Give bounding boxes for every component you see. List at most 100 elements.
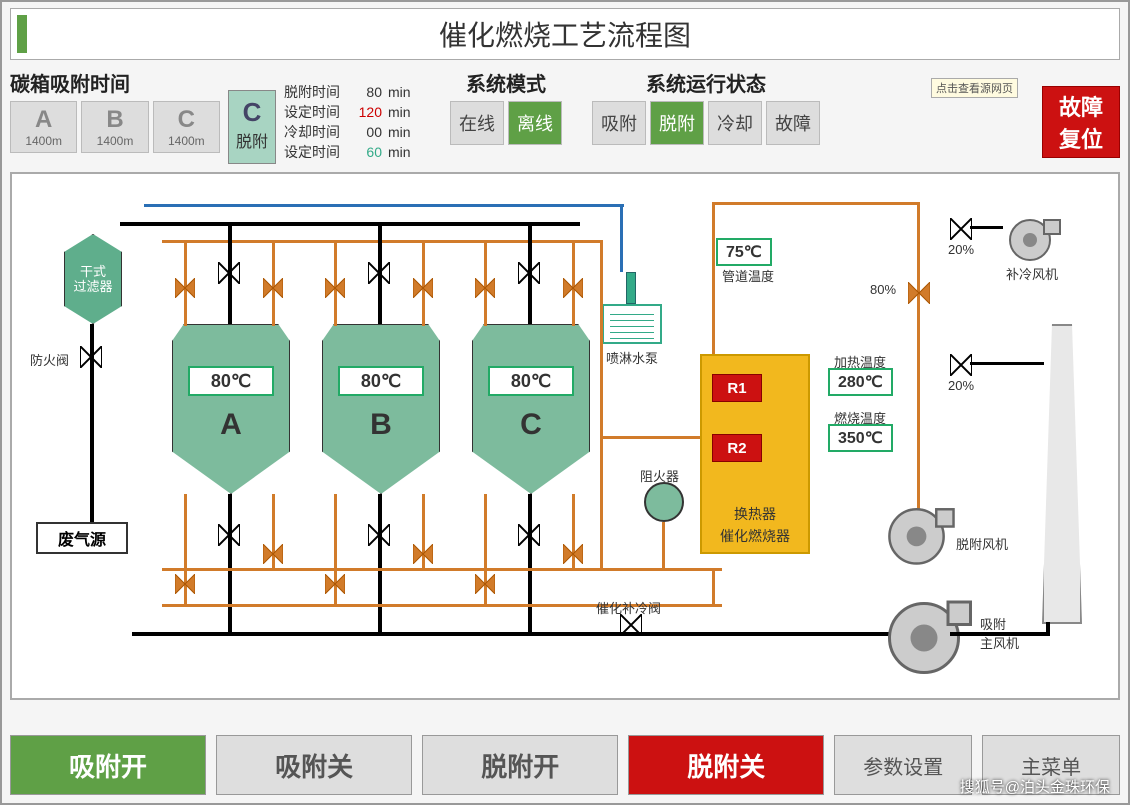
- time-label: 设定时间: [284, 102, 348, 122]
- time-table: 脱附时间 80 min 设定时间 120 min 冷却时间 00 min 设定时…: [284, 82, 416, 164]
- pct-mid: 80%: [870, 282, 896, 297]
- valve-icon: [563, 278, 583, 298]
- tank-C: 80℃ C: [472, 324, 590, 494]
- heat-exchanger-label: 换热器: [702, 504, 808, 524]
- catalytic-burner-label: 催化燃烧器: [702, 526, 808, 546]
- valve-icon: [218, 262, 240, 284]
- title-bar: 催化燃烧工艺流程图: [10, 8, 1120, 60]
- valve-icon: [475, 574, 495, 594]
- time-row: 冷却时间 00 min: [284, 122, 416, 142]
- pipe-blue: [620, 204, 623, 272]
- cat-cool-valve-label: 催化补冷阀: [596, 598, 661, 617]
- time-row: 设定时间 120 min: [284, 102, 416, 122]
- chimney-icon: [1042, 324, 1082, 624]
- bottom-button[interactable]: 参数设置: [834, 735, 972, 795]
- valve-icon: [263, 278, 283, 298]
- desorb-fan-label: 脱附风机: [956, 534, 1008, 553]
- valve-icon: [908, 282, 930, 304]
- run-option-2[interactable]: 冷却: [708, 101, 762, 145]
- bottom-button[interactable]: 吸附关: [216, 735, 412, 795]
- page-title: 催化燃烧工艺流程图: [439, 14, 691, 54]
- carbon-box-value: 1400m: [82, 134, 147, 148]
- bottom-button[interactable]: 脱附关: [628, 735, 824, 795]
- spray-pump-label: 喷淋水泵: [606, 348, 658, 367]
- pipe-orange: [712, 568, 715, 604]
- bottom-button-row: 吸附开吸附关脱附开脱附关参数设置主菜单: [10, 735, 1120, 795]
- cool-fan-icon: [1002, 204, 1062, 264]
- mode-option-0[interactable]: 在线: [450, 101, 504, 145]
- pipe: [132, 632, 952, 636]
- run-option-0[interactable]: 吸附: [592, 101, 646, 145]
- carbon-time-panel: 碳箱吸附时间 A 1400m B 1400m C 1400m: [10, 68, 220, 164]
- mode-heading: 系统模式: [450, 68, 562, 97]
- main-fan-icon: [882, 584, 972, 674]
- tooltip-source[interactable]: 点击查看源网页: [931, 78, 1018, 98]
- bottom-button[interactable]: 脱附开: [422, 735, 618, 795]
- spray-rod-icon: [626, 272, 636, 304]
- r1-indicator: R1: [712, 374, 762, 402]
- fault-reset-button[interactable]: 故障 复位: [1042, 86, 1120, 158]
- current-box-letter: C: [229, 97, 275, 128]
- tank-id: B: [322, 408, 440, 442]
- title-accent: [17, 15, 27, 53]
- tank-temp: 80℃: [338, 366, 424, 396]
- valve-icon: [413, 544, 433, 564]
- pipe-orange: [712, 202, 920, 205]
- dry-filter: 干式 过滤器: [64, 234, 122, 324]
- flame-arrester-icon: [644, 482, 684, 522]
- burn-temp-value: 350℃: [828, 424, 893, 452]
- pipe: [1046, 622, 1050, 636]
- tank-id: A: [172, 408, 290, 442]
- run-option-3[interactable]: 故障: [766, 101, 820, 145]
- pipe: [90, 392, 94, 522]
- time-row: 设定时间 60 min: [284, 142, 416, 162]
- valve-icon: [518, 262, 540, 284]
- mode-option-1[interactable]: 离线: [508, 101, 562, 145]
- pipe-orange: [917, 202, 920, 518]
- waste-gas-source: 废气源: [36, 522, 128, 554]
- valve-icon: [475, 278, 495, 298]
- valve-icon: [325, 574, 345, 594]
- time-label: 冷却时间: [284, 122, 348, 142]
- r2-indicator: R2: [712, 434, 762, 462]
- pipe: [528, 494, 532, 634]
- valve-icon: [413, 278, 433, 298]
- catalytic-burner: R1 R2 换热器 催化燃烧器: [700, 354, 810, 554]
- valve-icon: [175, 278, 195, 298]
- valve-icon: [263, 544, 283, 564]
- valve-icon: [218, 524, 240, 546]
- time-unit: min: [388, 82, 416, 102]
- tank-B: 80℃ B: [322, 324, 440, 494]
- valve-icon: [175, 574, 195, 594]
- pct-top: 20%: [948, 242, 974, 257]
- time-row: 脱附时间 80 min: [284, 82, 416, 102]
- pipe-orange: [162, 568, 722, 571]
- tank-temp: 80℃: [488, 366, 574, 396]
- carbon-box-letter: A: [11, 106, 76, 134]
- process-diagram: 干式 过滤器 防火阀 废气源 80℃ A 80℃ B: [10, 172, 1120, 700]
- pipe: [228, 494, 232, 634]
- valve-icon: [563, 544, 583, 564]
- pipe: [970, 362, 1044, 365]
- tank-A: 80℃ A: [172, 324, 290, 494]
- cool-fan-label: 补冷风机: [1006, 264, 1058, 283]
- fault-reset-label: 故障 复位: [1059, 90, 1103, 154]
- valve-icon: [368, 524, 390, 546]
- valve-icon: [950, 218, 972, 240]
- flame-arrester-label: 阻火器: [640, 466, 679, 485]
- pipe-orange: [600, 240, 603, 568]
- carbon-box-C: C 1400m: [153, 101, 220, 153]
- dry-filter-label: 干式 过滤器: [73, 264, 112, 294]
- cat-cool-valve-icon: [620, 614, 642, 636]
- valve-icon: [368, 262, 390, 284]
- tank-temp: 80℃: [188, 366, 274, 396]
- current-box-status: C 脱附: [228, 90, 276, 164]
- run-option-1[interactable]: 脱附: [650, 101, 704, 145]
- time-value: 60: [354, 142, 382, 162]
- bottom-button[interactable]: 吸附开: [10, 735, 206, 795]
- heat-temp-value: 280℃: [828, 368, 893, 396]
- valve-icon: [518, 524, 540, 546]
- carbon-box-value: 1400m: [154, 134, 219, 148]
- system-mode-panel: 系统模式 在线离线: [450, 68, 562, 164]
- spray-pump-icon: [602, 304, 662, 344]
